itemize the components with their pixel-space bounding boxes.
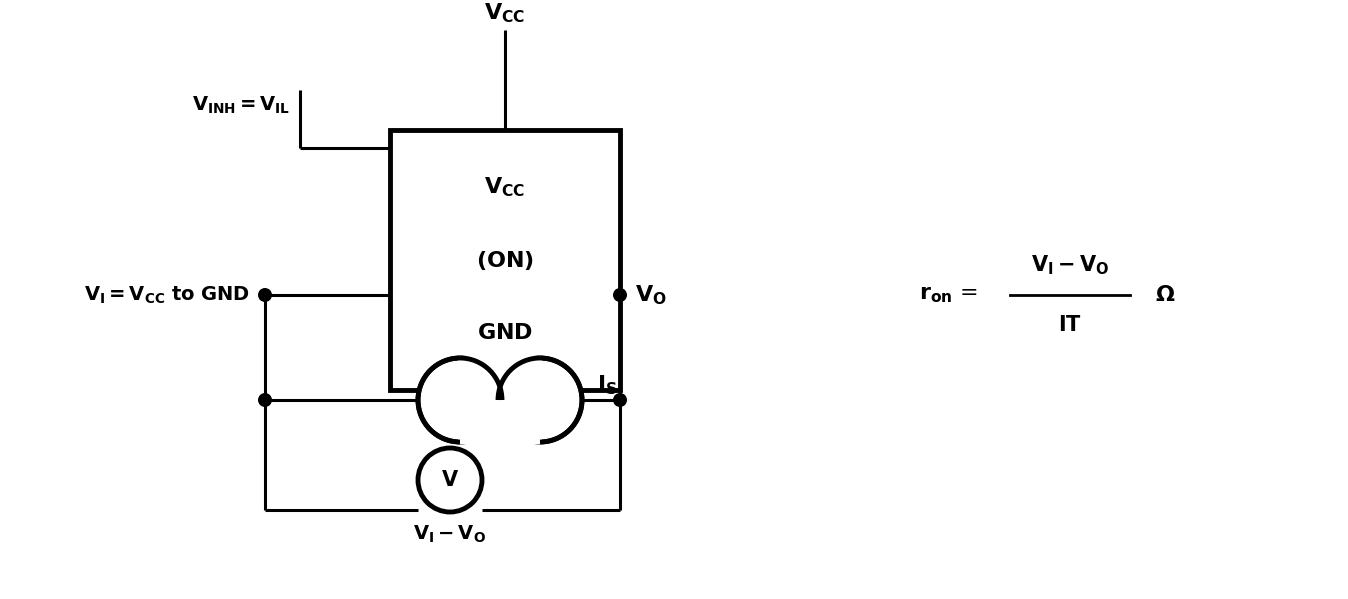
Text: $\mathbf{I_S}$: $\mathbf{I_S}$	[597, 373, 617, 397]
Text: $\mathbf{\Omega}$: $\mathbf{\Omega}$	[1155, 285, 1175, 305]
Circle shape	[257, 288, 272, 302]
Text: $\mathbf{V_I - V_O}$: $\mathbf{V_I - V_O}$	[1031, 253, 1109, 277]
Text: $\mathbf{r_{on}}$ =: $\mathbf{r_{on}}$ =	[919, 285, 980, 305]
Text: $\mathbf{V_{CC}}$: $\mathbf{V_{CC}}$	[484, 1, 526, 25]
Text: $\mathbf{V_{INH} = V_{IL}}$: $\mathbf{V_{INH} = V_{IL}}$	[191, 95, 290, 116]
Text: $\mathbf{GND}$: $\mathbf{GND}$	[477, 323, 532, 343]
Text: $\mathbf{(ON)}$: $\mathbf{(ON)}$	[476, 249, 534, 271]
Text: $\mathbf{IT}$: $\mathbf{IT}$	[1058, 315, 1082, 335]
Circle shape	[613, 288, 627, 302]
Text: $\mathbf{V_O}$: $\mathbf{V_O}$	[635, 283, 667, 307]
Circle shape	[497, 358, 582, 442]
Text: $\mathbf{V}$: $\mathbf{V}$	[441, 470, 460, 490]
Circle shape	[418, 448, 483, 512]
Circle shape	[418, 358, 501, 442]
Bar	[458, 356, 542, 444]
Circle shape	[613, 393, 627, 407]
Circle shape	[257, 393, 272, 407]
Text: $\mathbf{V_I - V_O}$: $\mathbf{V_I - V_O}$	[414, 524, 487, 545]
Text: $\mathbf{V_{CC}}$: $\mathbf{V_{CC}}$	[484, 176, 526, 199]
FancyBboxPatch shape	[390, 130, 620, 390]
Text: $\mathbf{V_I = V_{CC}\ to\ GND}$: $\mathbf{V_I = V_{CC}\ to\ GND}$	[85, 285, 249, 305]
